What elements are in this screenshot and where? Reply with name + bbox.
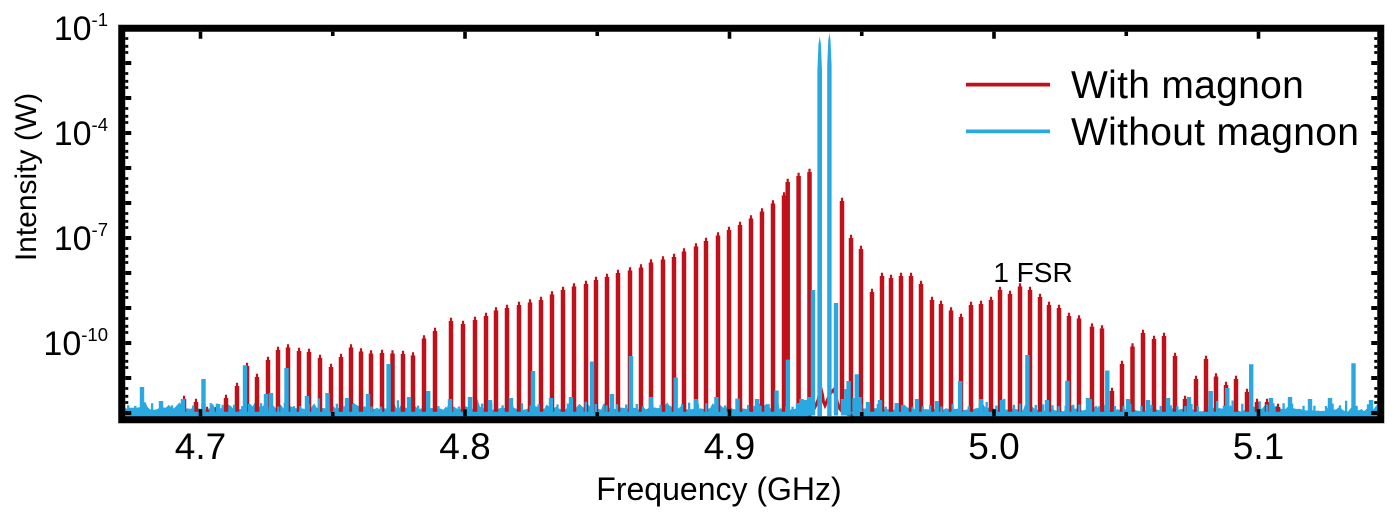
svg-text:4.8: 4.8	[439, 426, 490, 467]
svg-text:4.7: 4.7	[175, 426, 226, 467]
svg-text:5.1: 5.1	[1233, 426, 1284, 467]
svg-text:10-1: 10-1	[54, 9, 108, 48]
svg-text:5.0: 5.0	[968, 426, 1019, 467]
svg-text:Intensity (W): Intensity (W)	[10, 93, 43, 261]
svg-text:1 FSR: 1 FSR	[993, 257, 1072, 288]
svg-text:Frequency (GHz): Frequency (GHz)	[596, 471, 841, 507]
svg-text:Without magnon: Without magnon	[1071, 111, 1359, 154]
svg-text:4.9: 4.9	[704, 426, 755, 467]
svg-text:With magnon: With magnon	[1071, 64, 1304, 107]
